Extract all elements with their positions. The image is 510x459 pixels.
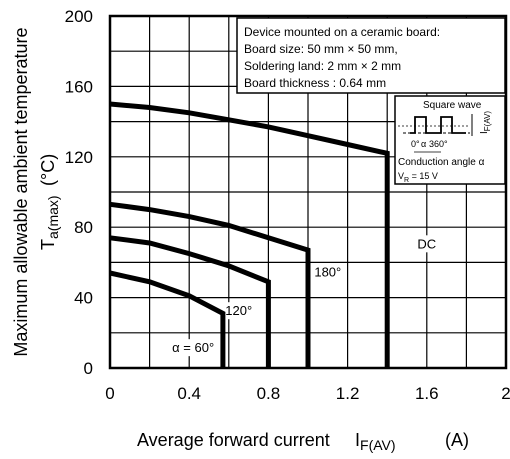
y-axis-title: Maximum allowable ambient temperature: [11, 27, 31, 356]
series-label-bg: [170, 339, 217, 357]
y-tick-label: 0: [84, 359, 93, 378]
board-annotation-box: [236, 17, 506, 94]
square-wave-icon: [410, 116, 466, 134]
series-label-4: α = 60°: [172, 340, 214, 355]
series-label-bg: [223, 302, 255, 320]
y-tick-label: 200: [65, 7, 93, 26]
series-label-2: 180°: [314, 264, 341, 279]
annotation-line-2: Board size: 50 mm × 50 mm,: [244, 42, 398, 56]
x-axis-title: Average forward current: [137, 430, 330, 450]
y-tick-label: 160: [65, 77, 93, 96]
data-curves: DC 180° 120° α = 60°: [109, 101, 439, 368]
x-tick-label: 2: [501, 384, 510, 403]
inset-zero-label: 0°: [411, 139, 420, 149]
y-tick-labels: 0 40 80 120 160 200: [65, 7, 93, 378]
y-axis-symbol: Ta(max): [38, 195, 61, 250]
annotation-line-3: Soldering land: 2 mm × 2 mm: [244, 59, 401, 73]
inset-title: Square wave: [423, 100, 482, 111]
plot-frame: [108, 14, 508, 370]
annotation-line-1: Device mounted on a ceramic board:: [244, 25, 440, 39]
x-tick-label: 1.2: [336, 384, 360, 403]
series-curve-3: [109, 235, 271, 368]
y-tick-label: 80: [74, 218, 93, 237]
inset-current-label: IF(AV): [479, 111, 492, 134]
series-label-bg: [415, 235, 439, 253]
series-label-1: DC: [417, 236, 436, 251]
x-tick-label: 1.6: [415, 384, 439, 403]
inset-conduction-label: Conduction angle α: [398, 157, 485, 168]
x-tick-label: 0: [105, 384, 114, 403]
y-tick-label: 120: [65, 148, 93, 167]
x-tick-label: 0.8: [257, 384, 281, 403]
y-axis-unit: (°C): [38, 154, 58, 186]
square-wave-inset: Square wave IF(AV) 0° α 360° Conduction …: [394, 95, 506, 185]
x-tick-labels: 0 0.4 0.8 1.2 1.6 2: [105, 384, 510, 403]
inset-alpha-label: α: [421, 139, 426, 149]
inset-box: [394, 95, 506, 185]
series-label-bg: [312, 263, 344, 281]
x-axis-unit: (A): [445, 430, 469, 450]
inset-voltage-label: VR = 15 V: [398, 171, 438, 184]
y-tick-label: 40: [74, 289, 93, 308]
series-curve-1: [109, 101, 390, 368]
annotation-line-4: Board thickness : 0.64 mm: [244, 76, 386, 90]
inset-period-label: 360°: [429, 139, 448, 149]
board-annotation: Device mounted on a ceramic board: Board…: [236, 17, 506, 94]
x-axis-symbol: IF(AV): [355, 430, 396, 453]
series-curve-4: [109, 270, 226, 368]
series-curve-2: [109, 201, 311, 368]
series-label-3: 120°: [225, 303, 252, 318]
x-tick-label: 0.4: [177, 384, 201, 403]
